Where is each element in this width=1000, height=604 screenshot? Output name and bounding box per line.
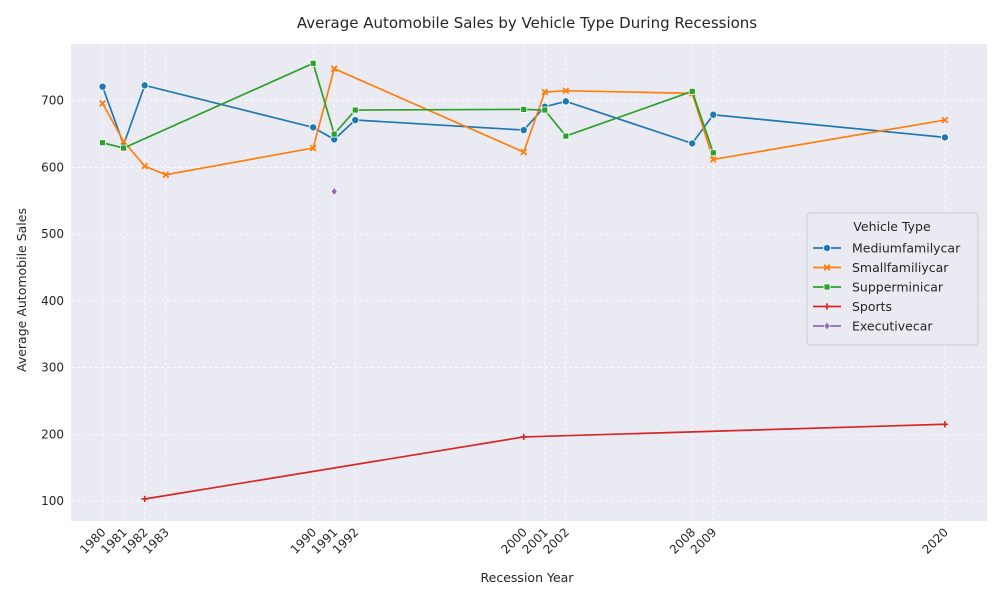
y-tick-label: 600: [41, 160, 64, 174]
chart-title: Average Automobile Sales by Vehicle Type…: [297, 14, 757, 32]
data-point: [541, 88, 549, 96]
y-axis-label: Average Automobile Sales: [14, 208, 29, 372]
legend-item: Mediumfamilycar: [813, 241, 961, 256]
data-point: [140, 81, 149, 90]
y-tick-label: 700: [41, 94, 64, 108]
y-tick-label: 200: [41, 427, 64, 441]
legend-label: Executivecar: [852, 319, 933, 334]
legend-label: Smallfamiliycar: [852, 260, 949, 275]
series-executivecar: [330, 186, 338, 196]
legend-item: Executivecar: [813, 319, 933, 334]
legend-item: Sports: [813, 299, 892, 314]
y-tick-label: 100: [41, 494, 64, 508]
data-point: [519, 126, 528, 135]
data-point: [330, 65, 338, 73]
data-point: [561, 97, 570, 106]
legend-box: [806, 212, 979, 346]
data-point: [541, 106, 549, 114]
legend-label: Mediumfamilycar: [852, 241, 961, 256]
data-point: [309, 123, 318, 132]
y-tick-label: 400: [41, 294, 64, 308]
series-supperminicar: [99, 59, 717, 157]
data-point: [309, 59, 317, 67]
data-point: [141, 162, 149, 170]
legend: Vehicle Type Mediumfamilycar Smallfamiliy…: [806, 212, 979, 346]
series-layer: [98, 59, 949, 503]
legend-marker: [823, 321, 831, 331]
data-point: [309, 144, 317, 152]
y-tick-label: 300: [41, 361, 64, 375]
legend-item: Smallfamiliycar: [813, 260, 949, 275]
data-point: [99, 99, 107, 107]
data-point: [162, 171, 170, 179]
grid: [71, 44, 987, 521]
data-point: [520, 105, 528, 113]
data-point: [120, 144, 128, 152]
data-point: [709, 110, 718, 119]
y-tick-label: 500: [41, 227, 64, 241]
data-point: [688, 139, 697, 148]
data-point: [940, 133, 949, 142]
legend-label: Sports: [852, 299, 892, 314]
data-point: [99, 139, 106, 147]
data-point: [688, 87, 696, 95]
series-sports: [141, 421, 949, 503]
legend-label: Supperminicar: [852, 280, 944, 295]
data-point: [941, 116, 949, 124]
legend-marker: [823, 283, 831, 291]
legend-item: Supperminicar: [813, 280, 944, 295]
legend-marker: [823, 264, 831, 271]
legend-marker: [823, 303, 831, 310]
series-line: [102, 62, 715, 154]
data-point: [141, 495, 148, 503]
legend-marker: [823, 243, 832, 252]
data-point: [351, 116, 360, 125]
data-point: [351, 106, 359, 114]
data-point: [709, 149, 717, 157]
data-point: [520, 433, 527, 441]
data-point: [562, 132, 570, 140]
data-point: [98, 82, 107, 91]
data-point: [709, 155, 717, 163]
legend-title: Vehicle Type: [853, 219, 931, 234]
data-point: [520, 148, 528, 156]
series-line: [101, 84, 945, 148]
legend-items: Mediumfamilycar Smallfamiliycar Suppermini…: [813, 241, 961, 334]
data-point: [330, 130, 338, 138]
data-point: [330, 186, 338, 196]
data-point: [562, 87, 570, 95]
data-point: [120, 137, 128, 145]
x-axis-label: Recession Year: [481, 570, 575, 585]
data-point: [941, 421, 949, 428]
